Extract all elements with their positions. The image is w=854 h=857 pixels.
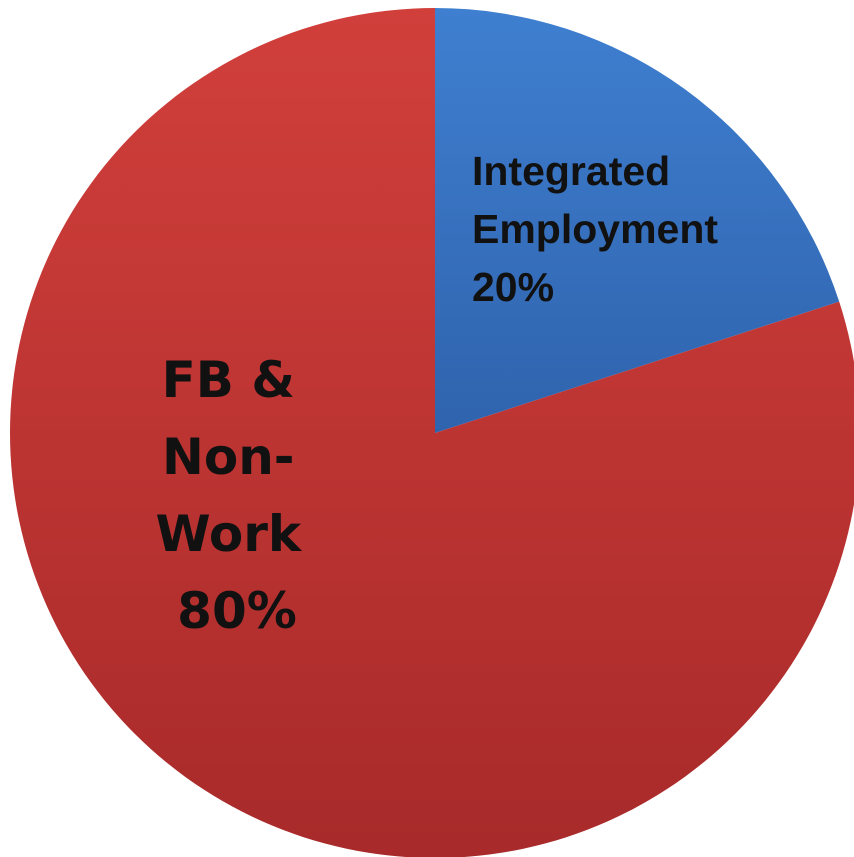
- label-line: FB &: [162, 351, 295, 409]
- label-line: Non-: [162, 428, 295, 486]
- pie-slice-integrated-employment: [435, 8, 840, 433]
- slice-label-fb-non-work: FB & Non- Work 80%: [155, 351, 318, 640]
- label-line: Employment: [472, 206, 718, 252]
- label-line: Work: [155, 505, 302, 563]
- slice-label-integrated-employment: Integrated Employment 20%: [472, 148, 729, 310]
- pie-slice-fb-non-work: [10, 8, 854, 857]
- pie-slices: [10, 8, 854, 857]
- label-line: 20%: [472, 264, 554, 310]
- label-line: Integrated: [472, 148, 670, 194]
- label-line: 80%: [177, 582, 297, 640]
